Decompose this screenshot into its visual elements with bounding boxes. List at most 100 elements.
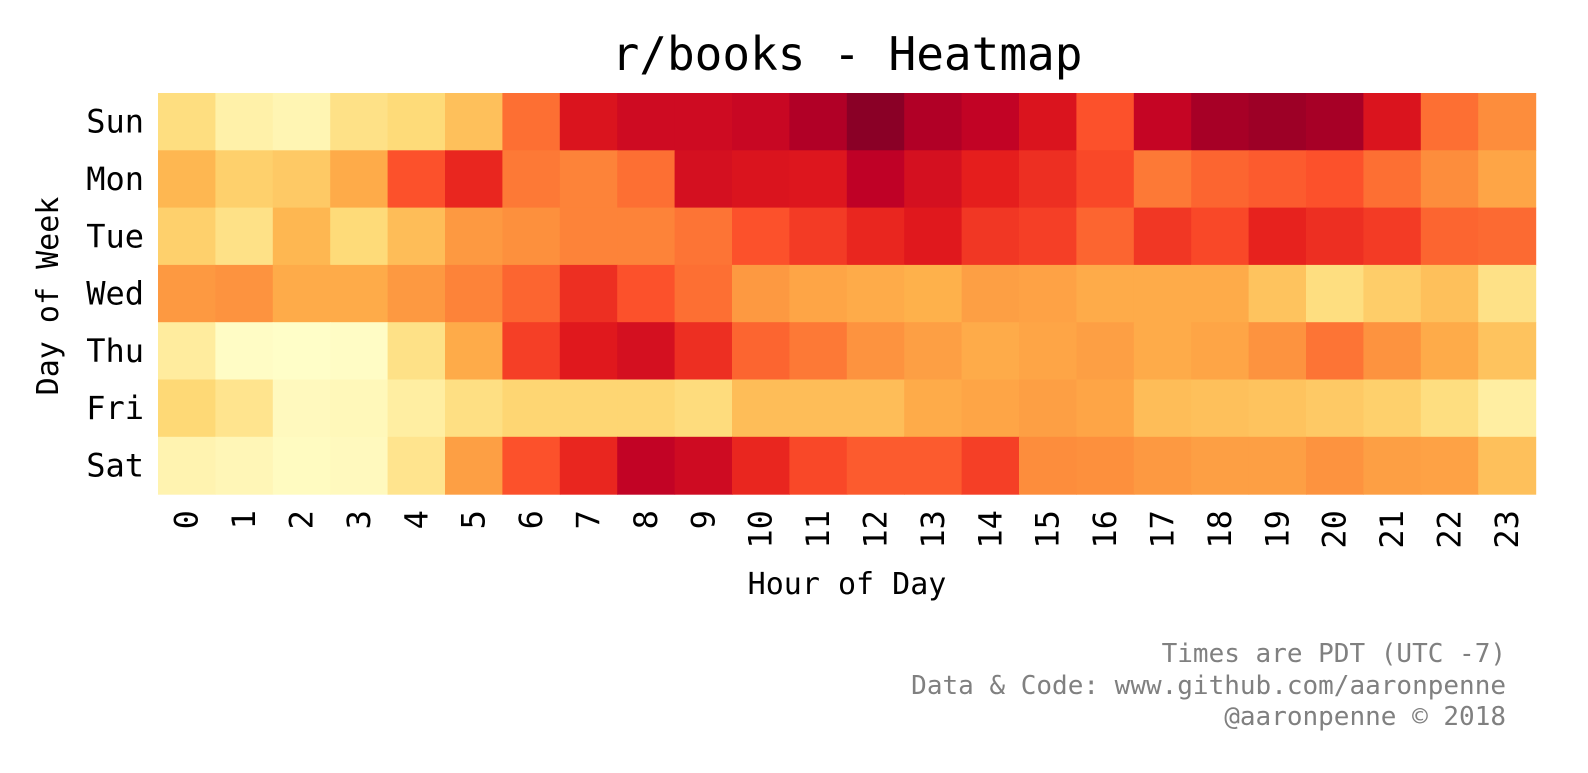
heatmap-cell-mon-5	[445, 150, 503, 209]
heatmap-cell-wed-5	[445, 264, 503, 323]
heatmap-cell-mon-1	[215, 150, 274, 209]
x-tick-label: 3	[340, 510, 378, 529]
heatmap-cell-thu-0	[158, 322, 216, 381]
heatmap-cell-fri-3	[330, 379, 389, 438]
x-tick-labels: 0 1 2 3 4 5 6 7 8 9 10 11 12 13 14 15 16 17 18 19 20 21 22 23	[168, 510, 1526, 549]
x-tick-label: 19	[1258, 510, 1296, 549]
heatmap-cell-sat-6	[502, 436, 561, 495]
heatmap-cell-tue-17	[1133, 207, 1192, 266]
heatmap-cell-thu-3	[330, 322, 389, 381]
heatmap-cell-sat-13	[904, 436, 963, 495]
heatmap-cell-fri-2	[272, 379, 331, 438]
heatmap-cell-fri-5	[445, 379, 503, 438]
heatmap-cell-wed-0	[158, 264, 216, 323]
heatmap-cell-sat-19	[1248, 436, 1307, 495]
heatmap-cell-wed-7	[559, 264, 618, 323]
heatmap-cell-thu-9	[674, 322, 733, 381]
x-tick-label: 8	[627, 510, 665, 529]
heatmap-cell-thu-23	[1478, 322, 1537, 381]
heatmap-cell-fri-12	[846, 379, 905, 438]
x-tick-label: 18	[1201, 510, 1239, 549]
heatmap-cell-mon-12	[846, 150, 905, 209]
heatmap-cell-sat-9	[674, 436, 733, 495]
heatmap-cell-sun-12	[846, 93, 905, 151]
heatmap-cell-sun-23	[1478, 93, 1537, 151]
heatmap-cell-thu-19	[1248, 322, 1307, 381]
x-tick-label: 16	[1086, 510, 1124, 549]
heatmap-cell-sun-18	[1191, 93, 1250, 151]
y-tick-label: Sun	[86, 103, 144, 141]
heatmap-cell-sat-7	[559, 436, 618, 495]
heatmap-cell-fri-21	[1363, 379, 1422, 438]
heatmap-cell-mon-6	[502, 150, 561, 209]
footnote-credit: @aaronpenne © 2018	[1224, 702, 1506, 732]
heatmap-cell-fri-0	[158, 379, 216, 438]
heatmap-cell-tue-11	[789, 207, 848, 266]
heatmap-cell-sun-11	[789, 93, 848, 151]
heatmap-cell-wed-16	[1076, 264, 1135, 323]
x-tick-label: 21	[1373, 510, 1411, 549]
heatmap-cell-fri-9	[674, 379, 733, 438]
heatmap-cell-wed-22	[1420, 264, 1479, 323]
x-axis-label: Hour of Day	[748, 567, 947, 602]
heatmap-cell-sun-8	[617, 93, 676, 151]
heatmap-cell-thu-10	[732, 322, 790, 381]
heatmap-cell-sat-20	[1306, 436, 1364, 495]
x-tick-label: 12	[857, 510, 895, 549]
heatmap-cell-fri-6	[502, 379, 561, 438]
heatmap-cell-fri-10	[732, 379, 790, 438]
heatmap-cell-wed-3	[330, 264, 389, 323]
heatmap-cell-mon-20	[1306, 150, 1364, 209]
heatmap-cell-sun-15	[1019, 93, 1077, 151]
heatmap-cell-mon-18	[1191, 150, 1250, 209]
heatmap-cell-tue-8	[617, 207, 676, 266]
heatmap-cell-sun-9	[674, 93, 733, 151]
heatmap-cell-tue-2	[272, 207, 331, 266]
heatmap-cell-fri-18	[1191, 379, 1250, 438]
heatmap-cell-thu-17	[1133, 322, 1192, 381]
heatmap-cell-mon-8	[617, 150, 676, 209]
heatmap-cell-tue-10	[732, 207, 790, 266]
heatmap-cell-tue-21	[1363, 207, 1422, 266]
heatmap-cell-tue-5	[445, 207, 503, 266]
heatmap-cell-thu-5	[445, 322, 503, 381]
heatmap-cell-fri-17	[1133, 379, 1192, 438]
heatmap-cell-sun-7	[559, 93, 618, 151]
heatmap-cell-tue-16	[1076, 207, 1135, 266]
heatmap-cell-sat-1	[215, 436, 274, 495]
heatmap-cell-sun-19	[1248, 93, 1307, 151]
heatmap-cell-sun-20	[1306, 93, 1364, 151]
heatmap-cell-wed-17	[1133, 264, 1192, 323]
heatmap-cell-tue-14	[961, 207, 1020, 266]
heatmap-cell-tue-3	[330, 207, 389, 266]
heatmap-cell-sat-15	[1019, 436, 1077, 495]
x-tick-label: 13	[914, 510, 952, 549]
heatmap-cells	[158, 93, 1537, 495]
heatmap-cell-fri-11	[789, 379, 848, 438]
heatmap-cell-fri-19	[1248, 379, 1307, 438]
heatmap-cell-sun-3	[330, 93, 389, 151]
heatmap-cell-mon-14	[961, 150, 1020, 209]
x-tick-label: 10	[742, 510, 780, 549]
heatmap-cell-sat-18	[1191, 436, 1250, 495]
heatmap-cell-wed-15	[1019, 264, 1077, 323]
heatmap-cell-fri-22	[1420, 379, 1479, 438]
x-tick-label: 15	[1029, 510, 1067, 549]
heatmap-cell-sat-11	[789, 436, 848, 495]
heatmap-cell-wed-10	[732, 264, 790, 323]
heatmap-cell-thu-8	[617, 322, 676, 381]
heatmap-cell-thu-13	[904, 322, 963, 381]
heatmap-cell-sun-2	[272, 93, 331, 151]
heatmap-cell-sat-0	[158, 436, 216, 495]
heatmap-cell-mon-22	[1420, 150, 1479, 209]
heatmap-cell-tue-9	[674, 207, 733, 266]
heatmap-cell-tue-6	[502, 207, 561, 266]
x-tick-label: 14	[971, 510, 1009, 549]
heatmap-cell-wed-13	[904, 264, 963, 323]
heatmap-cell-mon-11	[789, 150, 848, 209]
heatmap-cell-tue-23	[1478, 207, 1537, 266]
heatmap-cell-thu-22	[1420, 322, 1479, 381]
heatmap-cell-sat-2	[272, 436, 331, 495]
heatmap-cell-fri-8	[617, 379, 676, 438]
heatmap-cell-sun-13	[904, 93, 963, 151]
